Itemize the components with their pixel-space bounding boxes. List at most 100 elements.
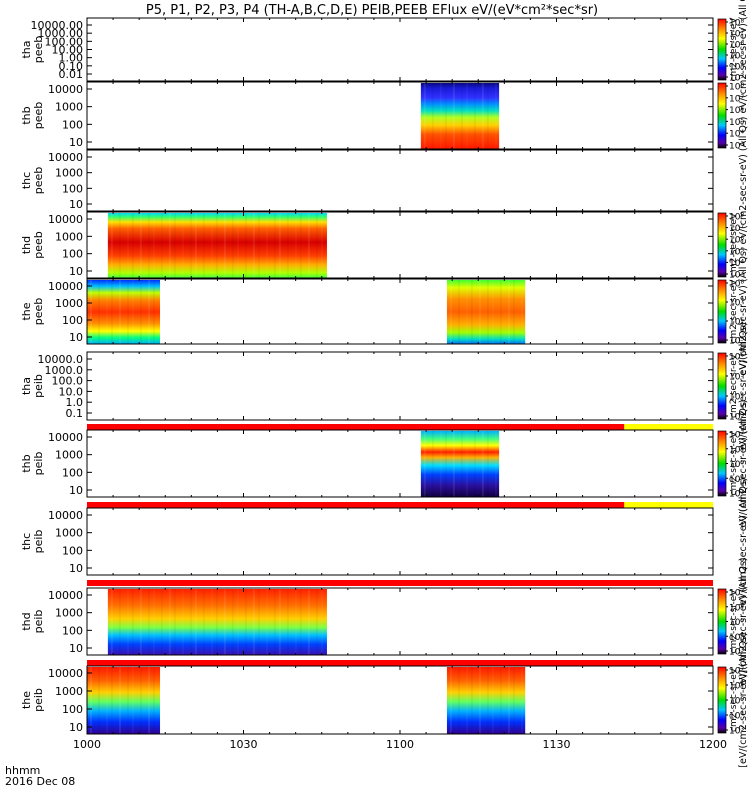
y-tick-label: 1000 xyxy=(55,101,83,114)
y-tick-label: 10000.0 xyxy=(38,353,84,366)
texture-streak xyxy=(460,83,463,149)
colorbar-tick-label: 10⁴ xyxy=(729,393,744,403)
colorbar-tick-label: 10⁴ xyxy=(729,712,744,722)
colorbar-label-overlap: cm2-sec-sr-eV xyxy=(729,17,739,82)
colorbar-tick-label: 10⁶ xyxy=(729,318,744,328)
colorbar-tick-label: 10⁶ xyxy=(729,445,744,455)
texture-streak xyxy=(210,213,213,278)
y-tick-label: 1000 xyxy=(55,230,83,243)
colorbar-tick-label: 10⁵ xyxy=(729,247,744,257)
texture-streak xyxy=(273,589,276,655)
panel-the-peeb: 10000 1000 100 10 the peeb 10⁸ 10⁷ 10⁶ 10⁵eV/(cm2… xyxy=(20,247,749,375)
texture-streak xyxy=(148,667,150,734)
panel-frame xyxy=(86,429,714,498)
y-tick-label: 10 xyxy=(69,265,83,278)
texture-streak xyxy=(507,280,510,344)
colorbar-tick-label: 10³ xyxy=(729,490,744,500)
x-axis: 1000 1030 1100 1130 1200 xyxy=(73,738,727,751)
texture-streak xyxy=(449,667,452,734)
texture-streak xyxy=(491,667,494,734)
colorbar-label-overlap: cm2-sec-sr-eV xyxy=(729,667,739,732)
panel-probe-label: thb xyxy=(20,454,33,472)
colorbar-tick-label: 10³ xyxy=(729,727,744,737)
texture-streak xyxy=(160,589,163,655)
texture-streak xyxy=(265,589,268,655)
texture-streak xyxy=(478,667,481,734)
y-tick-label: 100 xyxy=(62,703,83,716)
y-tick-label: 100.00 xyxy=(45,35,84,48)
texture-streak xyxy=(452,431,455,497)
y-tick-label: 1000 xyxy=(55,607,83,620)
texture-streak xyxy=(189,589,192,655)
panel-frame xyxy=(86,507,714,576)
texture-streak xyxy=(286,213,289,278)
spectrogram-block-thb-peib-0 xyxy=(420,431,500,497)
y-tick-label: 100.0 xyxy=(52,375,84,388)
texture-streak xyxy=(452,83,455,149)
texture-streak xyxy=(307,213,310,278)
texture-streak xyxy=(265,213,268,278)
texture-streak xyxy=(465,667,468,734)
colorbar-tick-label: 10⁵ xyxy=(729,118,744,128)
colorbar-label-overlap: cm2-sec-sr-eV xyxy=(729,279,739,344)
y-tick-label: 10000.00 xyxy=(31,19,84,32)
texture-streak xyxy=(231,213,234,278)
y-tick-label: 10 xyxy=(69,642,83,655)
texture-streak xyxy=(168,589,171,655)
colorbar-tick-label: 10⁶ xyxy=(729,106,744,116)
texture-streak xyxy=(486,431,489,497)
panel-frame xyxy=(86,17,714,82)
texture-streak xyxy=(520,667,523,734)
quality-bar-thb-peib-0 xyxy=(87,424,625,430)
colorbar xyxy=(717,279,727,344)
texture-streak xyxy=(90,667,92,734)
texture-streak xyxy=(148,280,150,344)
panel-product-label: peib xyxy=(32,688,45,712)
spectrogram-block-the-peeb-1 xyxy=(446,280,526,344)
panel-probe-label: tha xyxy=(20,40,33,58)
texture-streak xyxy=(470,667,473,734)
spectrogram-block-thb-peeb-0 xyxy=(420,83,500,149)
colorbar-tick-label: 10³ xyxy=(729,271,744,281)
x-tick-label: 1100 xyxy=(386,738,414,751)
texture-streak xyxy=(444,83,447,149)
texture-streak xyxy=(320,589,323,655)
panel-product-label: peeb xyxy=(32,231,45,259)
x-tick-label: 1130 xyxy=(543,738,571,751)
colorbar-label-overlap: cm2-sec-sr-eV xyxy=(729,353,739,418)
x-tick-label: 1000 xyxy=(73,738,101,751)
texture-streak xyxy=(486,667,489,734)
panel-probe-label: the xyxy=(20,302,33,320)
y-tick-label: 1000 xyxy=(55,449,83,462)
x-tick-label: 1200 xyxy=(699,738,727,751)
y-tick-label: 100 xyxy=(62,314,83,327)
texture-streak xyxy=(90,280,92,344)
texture-streak xyxy=(478,280,481,344)
texture-streak xyxy=(507,667,510,734)
texture-streak xyxy=(315,213,318,278)
colorbar xyxy=(717,588,727,655)
y-tick-label: 10 xyxy=(69,484,83,497)
y-tick-label: 10.0 xyxy=(59,385,84,398)
panel-product-label: peib xyxy=(32,530,45,554)
texture-streak xyxy=(257,213,260,278)
texture-streak xyxy=(257,589,260,655)
colorbar-tick-label: 10⁴ xyxy=(729,633,744,643)
panel-frame xyxy=(86,665,714,735)
texture-streak xyxy=(278,589,281,655)
colorbar xyxy=(717,430,727,497)
texture-streak xyxy=(223,589,226,655)
texture-streak xyxy=(153,280,155,344)
texture-streak xyxy=(494,431,497,497)
texture-streak xyxy=(147,589,150,655)
panel-probe-label: the xyxy=(20,691,33,709)
y-tick-label: 100 xyxy=(62,544,83,557)
panel-product-label: peeb xyxy=(32,298,45,326)
texture-streak xyxy=(140,280,142,344)
y-tick-label: 1.0 xyxy=(66,396,84,409)
texture-streak xyxy=(210,589,213,655)
y-tick-label: 10000 xyxy=(48,589,83,602)
y-tick-label: 100 xyxy=(62,466,83,479)
colorbar-tick-label: 10⁸ xyxy=(729,213,744,223)
panel-thb-peib: 10000 1000 100 10 thb peib 10⁷ 10⁶ 10⁵ 10⁴ 10³eV/(… xyxy=(20,399,749,527)
